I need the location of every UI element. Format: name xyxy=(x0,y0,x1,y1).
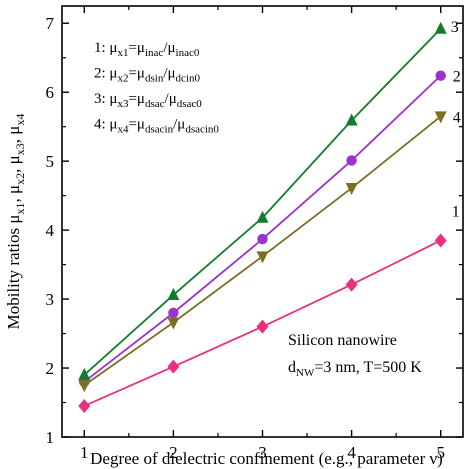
data-point-triangle-up xyxy=(78,367,91,380)
data-point-circle xyxy=(257,233,268,245)
data-point-diamond xyxy=(256,319,269,334)
data-point-triangle-down xyxy=(256,251,269,264)
series-3 xyxy=(78,21,447,380)
series-label-1: 1 xyxy=(452,203,460,220)
legend: 1: μx1=μinac/μinac0 2: μx2=μdsin/μdcin0 3:… xyxy=(94,40,219,136)
data-point-diamond xyxy=(78,398,91,413)
y-tick-label: 2 xyxy=(46,359,55,378)
text-layer: 1 2 3 4 5 1 2 3 4 5 6 7 Degree of dielectric confine… xyxy=(4,14,461,468)
x-tick-label: 5 xyxy=(436,443,445,462)
annotation-line-1: Silicon nanowire xyxy=(288,332,397,349)
series-label-4: 4 xyxy=(453,109,461,126)
y-tick-label: 1 xyxy=(46,428,55,447)
x-axis-label: Degree of dielectric confinement (e.g., … xyxy=(90,449,443,468)
data-point-triangle-down xyxy=(345,183,358,196)
y-tick-label: 4 xyxy=(46,221,55,240)
series-1 xyxy=(78,233,447,413)
y-axis-label: Mobility ratios μx1​, μx2​, μx3​, μx4​ xyxy=(4,114,27,330)
data-point-triangle-down xyxy=(167,317,180,330)
data-point-triangle-up xyxy=(167,287,180,300)
data-point-triangle-up xyxy=(434,21,447,34)
series-4 xyxy=(78,111,447,393)
data-point-diamond xyxy=(345,277,358,292)
data-point-diamond xyxy=(167,359,180,374)
data-point-triangle-up xyxy=(256,210,269,223)
axes-layer xyxy=(61,5,464,438)
legend-entry-4: 4: μx4=μdsacin/μdsacin0 xyxy=(94,117,219,136)
x-tick-label: 1 xyxy=(80,443,89,462)
data-point-triangle-down xyxy=(434,111,447,124)
legend-entry-2: 2: μx2=μdsin/μdcin0 xyxy=(94,66,200,85)
x-tick-label: 2 xyxy=(169,443,178,462)
data-point-triangle-up xyxy=(345,113,358,126)
data-point-triangle-down xyxy=(78,380,91,393)
legend-entry-1: 1: μx1=μinac/μinac0 xyxy=(94,40,200,59)
y-tick-label: 6 xyxy=(46,83,55,102)
y-tick-label: 3 xyxy=(46,290,55,309)
series-label-2: 2 xyxy=(453,69,461,86)
data-point-circle xyxy=(346,155,357,166)
data-point-circle xyxy=(168,307,179,319)
x-tick-label: 3 xyxy=(258,443,267,462)
annotation-line-2: dNW=3 nm, T=500 K xyxy=(288,359,422,379)
legend-entry-3: 3: μx3=μdsac/μdsac0 xyxy=(94,91,202,110)
x-tick-label: 4 xyxy=(347,443,356,462)
y-tick-label: 7 xyxy=(46,14,55,33)
data-point-diamond xyxy=(434,233,447,248)
data-point-circle xyxy=(435,70,446,81)
y-tick-label: 5 xyxy=(46,152,55,171)
series-label-3: 3 xyxy=(451,19,459,36)
series-layer xyxy=(78,21,447,413)
